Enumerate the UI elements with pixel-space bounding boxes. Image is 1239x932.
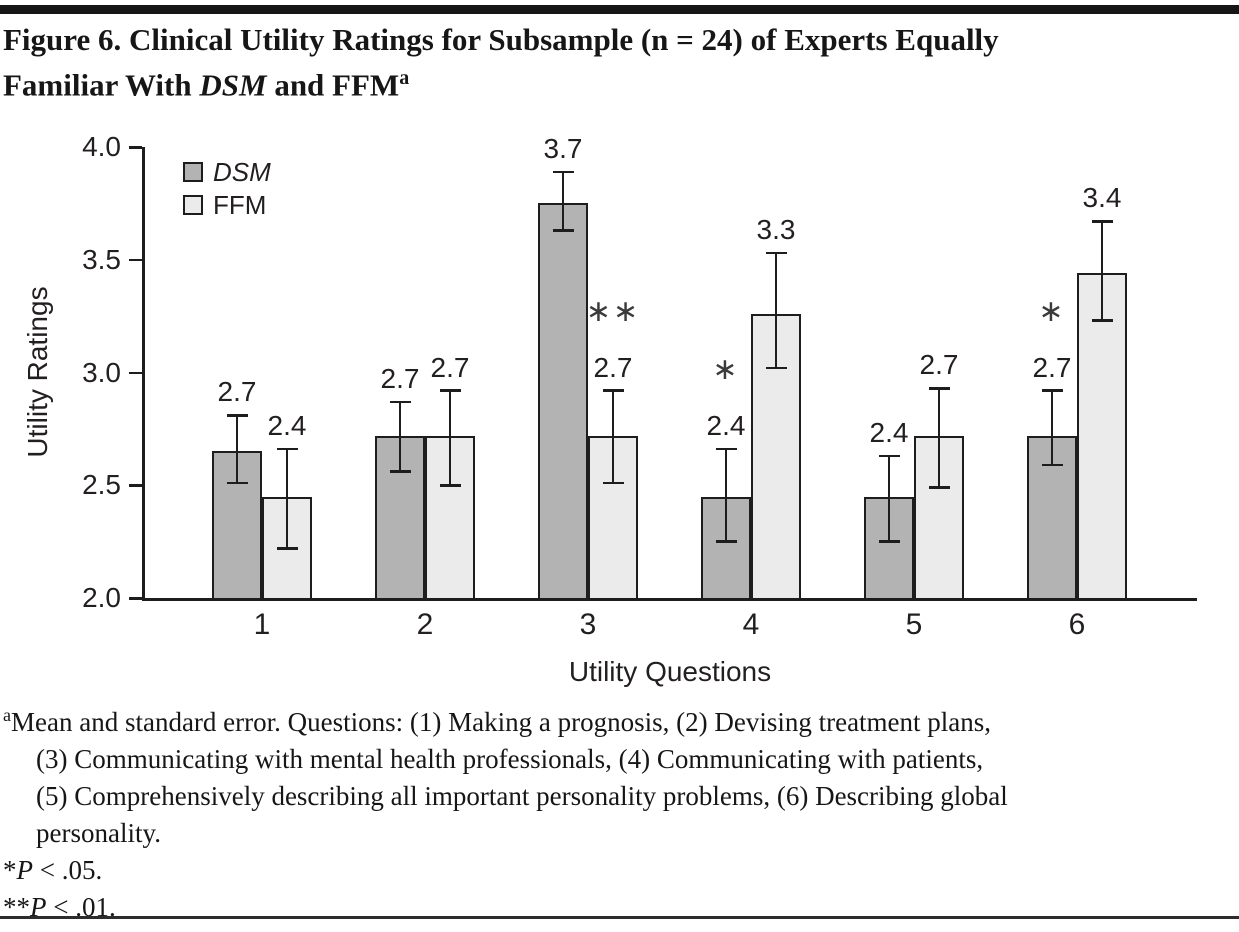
- error-bar-line-dsm-q3: [561, 171, 565, 231]
- legend-item-ffm: FFM: [183, 190, 271, 220]
- error-bar-line-ffm-q6: [1100, 221, 1104, 321]
- error-bar-line-ffm-q1: [285, 449, 289, 549]
- x-axis-line: [142, 598, 1197, 601]
- value-label-dsm-q5: 2.4: [869, 416, 909, 448]
- error-bar-cap-top-ffm-q5: [928, 387, 950, 390]
- x-tick-label-q1: 1: [253, 608, 271, 641]
- legend-label-dsm: DSM: [213, 157, 271, 187]
- error-bar-cap-bottom-ffm-q5: [928, 486, 950, 489]
- error-bar-cap-bottom-ffm-q4: [765, 366, 787, 370]
- error-bar-cap-top-ffm-q3: [602, 389, 624, 392]
- chart-legend: DSM FFM: [183, 157, 271, 227]
- legend-label-ffm: FFM: [213, 190, 267, 220]
- top-rule: [0, 5, 1239, 14]
- y-tick-label: 2.0: [82, 582, 121, 613]
- error-bar-cap-top-dsm-q2: [389, 400, 411, 404]
- sig-marker-ffm-q3: ∗∗: [585, 294, 641, 328]
- y-axis-line: [142, 147, 145, 598]
- footnote-marker: a: [3, 705, 11, 725]
- value-label-ffm-q6: 3.4: [1082, 182, 1122, 214]
- error-bar-cap-bottom-dsm-q4: [715, 540, 737, 543]
- sig-marker-dsm-q6: ∗: [1038, 294, 1066, 328]
- x-tick-label-q2: 2: [416, 608, 434, 641]
- value-label-ffm-q2: 2.7: [430, 351, 470, 383]
- legend-item-dsm: DSM: [183, 157, 271, 187]
- footnote-sig-p01: **P < .01.: [3, 892, 116, 922]
- error-bar-cap-top-dsm-q1: [226, 414, 248, 417]
- value-label-ffm-q4: 3.3: [756, 213, 796, 245]
- error-bar-cap-top-ffm-q2: [439, 389, 461, 392]
- error-bar-cap-top-ffm-q4: [765, 251, 787, 255]
- figure-title-line1: Figure 6. Clinical Utility Ratings for S…: [3, 22, 999, 57]
- value-label-ffm-q3: 2.7: [593, 351, 633, 383]
- x-tick-label-q6: 6: [1068, 608, 1086, 641]
- y-tick-label: 4.0: [82, 131, 121, 162]
- value-label-dsm-q2: 2.7: [380, 362, 420, 394]
- error-bar-cap-bottom-ffm-q6: [1091, 319, 1113, 322]
- x-tick-label-q3: 3: [579, 608, 597, 641]
- bar-dsm-q6: [1027, 435, 1077, 600]
- error-bar-cap-bottom-dsm-q6: [1041, 463, 1063, 467]
- y-tick-label: 2.5: [82, 469, 121, 501]
- y-axis-tick: [129, 371, 142, 374]
- y-axis-tick: [129, 597, 142, 600]
- error-bar-cap-top-dsm-q6: [1041, 389, 1063, 392]
- error-bar-cap-bottom-dsm-q2: [389, 470, 411, 473]
- error-bar-cap-top-ffm-q1: [276, 447, 298, 451]
- y-axis-tick: [129, 258, 142, 262]
- x-tick-label-q5: 5: [905, 608, 923, 641]
- error-bar-cap-top-ffm-q6: [1091, 220, 1113, 223]
- figure-title-line2-suffix: and FFM: [266, 67, 400, 103]
- error-bar-line-ffm-q2: [448, 390, 452, 486]
- error-bar-cap-top-dsm-q5: [878, 454, 900, 458]
- x-axis-title: Utility Questions: [568, 656, 772, 687]
- error-bar-line-dsm-q2: [398, 401, 402, 472]
- y-tick-label: 3.5: [82, 243, 121, 275]
- bar-dsm-q3: [538, 203, 588, 600]
- sig-marker-dsm-q4: ∗: [712, 353, 740, 387]
- bar-ffm-q6: [1077, 273, 1127, 600]
- value-label-dsm-q1: 2.7: [217, 376, 257, 408]
- error-bar-line-dsm-q6: [1050, 390, 1054, 465]
- error-bar-line-dsm-q1: [235, 415, 239, 483]
- legend-swatch-dsm-icon: [183, 162, 203, 182]
- value-label-ffm-q5: 2.7: [919, 349, 959, 381]
- value-label-dsm-q6: 2.7: [1032, 351, 1072, 383]
- figure-title-dsm-italic: DSM: [199, 67, 267, 103]
- error-bar-line-ffm-q5: [937, 388, 941, 488]
- y-axis-tick: [129, 484, 142, 487]
- error-bar-line-ffm-q3: [611, 390, 615, 483]
- error-bar-cap-top-dsm-q4: [715, 447, 737, 451]
- value-label-dsm-q3: 3.7: [543, 132, 583, 164]
- y-tick-label: 3.0: [82, 356, 121, 388]
- error-bar-line-ffm-q4: [774, 252, 778, 368]
- error-bar-cap-bottom-dsm-q1: [226, 481, 248, 485]
- figure-title-superscript: a: [399, 67, 410, 89]
- error-bar-cap-bottom-dsm-q3: [552, 229, 574, 232]
- error-bar-cap-bottom-dsm-q5: [878, 540, 900, 543]
- footnote-line-4: personality.: [36, 818, 161, 848]
- y-axis-tick: [129, 146, 142, 149]
- error-bar-cap-bottom-ffm-q2: [439, 484, 461, 487]
- figure-title-line2-prefix: Familiar With: [3, 67, 200, 103]
- error-bar-line-dsm-q4: [724, 449, 728, 542]
- footnote-line-1: aMean and standard error. Questions: (1)…: [3, 705, 992, 737]
- figure-title: Figure 6. Clinical Utility Ratings for S…: [3, 20, 1223, 104]
- bottom-rule: [0, 916, 1239, 919]
- footnote-sig-p05: *P < .05.: [3, 855, 103, 885]
- legend-swatch-ffm-icon: [183, 195, 203, 215]
- x-tick-label-q4: 4: [742, 608, 760, 641]
- value-label-ffm-q1: 2.4: [267, 410, 307, 442]
- error-bar-cap-top-dsm-q3: [552, 170, 574, 174]
- error-bar-cap-bottom-ffm-q1: [276, 547, 298, 550]
- footnote-line-2: (3) Communicating with mental health pro…: [36, 744, 984, 774]
- error-bar-cap-bottom-ffm-q3: [602, 481, 624, 485]
- error-bar-line-dsm-q5: [887, 455, 891, 542]
- footnote: aMean and standard error. Questions: (1)…: [3, 697, 1231, 926]
- footnote-line-3: (5) Comprehensively describing all impor…: [36, 781, 1008, 811]
- value-label-dsm-q4: 2.4: [706, 410, 746, 442]
